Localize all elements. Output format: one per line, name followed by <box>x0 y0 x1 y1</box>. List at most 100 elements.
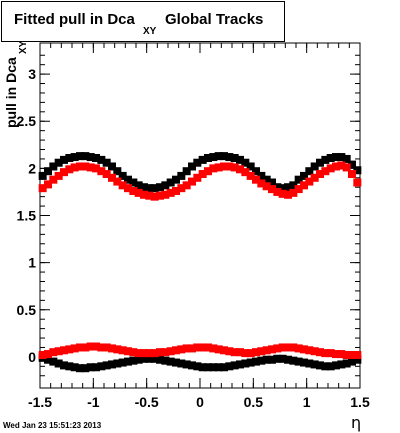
data-point <box>246 358 255 367</box>
data-point <box>49 357 58 366</box>
data-point <box>353 166 362 175</box>
data-point <box>38 171 47 180</box>
series-0 <box>38 152 362 193</box>
data-point <box>92 164 100 173</box>
plot-frame <box>39 42 361 389</box>
data-point <box>65 154 74 162</box>
data-point <box>49 348 58 357</box>
data-point <box>124 184 132 193</box>
data-point <box>161 348 170 357</box>
data-point <box>294 185 303 194</box>
data-point <box>54 347 63 356</box>
data-point <box>193 158 202 167</box>
data-point <box>134 188 143 197</box>
data-point <box>273 344 282 353</box>
data-point <box>182 167 191 176</box>
data-point <box>300 345 308 354</box>
data-point <box>113 177 122 186</box>
data-point <box>332 361 340 370</box>
data-point <box>65 362 74 371</box>
data-point <box>262 182 271 191</box>
data-point <box>220 162 228 171</box>
data-point <box>225 362 234 371</box>
data-point <box>97 167 106 176</box>
data-point <box>172 175 180 184</box>
series-1 <box>38 161 362 201</box>
data-point <box>209 164 218 173</box>
data-point <box>198 363 207 372</box>
x-tick-label: 0 <box>196 394 204 410</box>
data-point <box>161 181 170 190</box>
data-point <box>230 361 239 370</box>
x-tick-label: -1 <box>87 394 100 410</box>
data-point <box>70 363 79 372</box>
data-point <box>156 183 164 192</box>
title-suffix: Global Tracks <box>165 11 263 28</box>
data-point <box>289 356 298 365</box>
data-point <box>182 360 191 369</box>
y-tick-label: 1 <box>28 255 36 271</box>
data-point <box>209 344 218 353</box>
data-point <box>177 359 186 368</box>
data-point <box>193 173 202 182</box>
data-point <box>161 356 170 365</box>
data-point <box>86 363 95 372</box>
data-point <box>262 355 271 364</box>
y-axis-title: pull in Dca XY <box>3 40 29 128</box>
data-point <box>273 187 282 196</box>
data-point <box>230 348 239 357</box>
data-point <box>300 181 308 190</box>
y-tick-label: 3 <box>28 66 36 82</box>
data-point <box>310 162 319 171</box>
title-subscript: XY <box>143 26 157 37</box>
data-point <box>252 167 260 176</box>
data-point <box>230 163 239 172</box>
data-point <box>246 349 255 358</box>
data-point <box>236 165 244 174</box>
data-point <box>310 347 319 356</box>
data-point <box>225 153 234 162</box>
data-point <box>134 349 143 358</box>
data-point <box>182 181 191 190</box>
data-point <box>220 152 228 161</box>
data-point <box>316 348 324 357</box>
x-axis: -1.5 -1 -0.5 0 0.5 1 1.5 <box>28 43 370 410</box>
data-point <box>118 346 127 355</box>
data-point <box>310 173 319 182</box>
series-2 <box>38 353 362 373</box>
data-point <box>284 190 292 199</box>
data-point <box>337 350 346 359</box>
title-main: Fitted pull in Dca <box>14 11 135 28</box>
data-point <box>268 355 276 364</box>
data-point <box>129 348 138 357</box>
data-point <box>241 168 250 177</box>
data-point <box>172 186 180 195</box>
data-point <box>214 363 223 372</box>
data-point <box>310 360 319 369</box>
data-point <box>54 158 63 167</box>
data-point <box>332 350 340 359</box>
data-point <box>166 188 175 197</box>
data-point <box>81 162 90 171</box>
data-point <box>220 346 228 355</box>
data-point <box>182 344 191 353</box>
data-point <box>305 177 314 186</box>
data-point <box>86 163 95 172</box>
data-point <box>70 344 79 353</box>
data-point <box>305 346 314 355</box>
data-point <box>278 184 287 193</box>
data-point <box>262 175 271 184</box>
y-tick-label: 0 <box>28 349 36 365</box>
data-point <box>54 171 63 180</box>
data-point <box>49 162 58 171</box>
data-point <box>150 192 159 201</box>
data-point <box>241 158 250 167</box>
data-point <box>273 183 282 192</box>
data-point <box>300 171 308 180</box>
data-point <box>348 160 356 169</box>
data-point <box>124 175 132 184</box>
x-tick-label: -0.5 <box>135 394 159 410</box>
data-point <box>332 153 340 162</box>
data-point <box>284 355 292 364</box>
data-point <box>129 178 138 187</box>
